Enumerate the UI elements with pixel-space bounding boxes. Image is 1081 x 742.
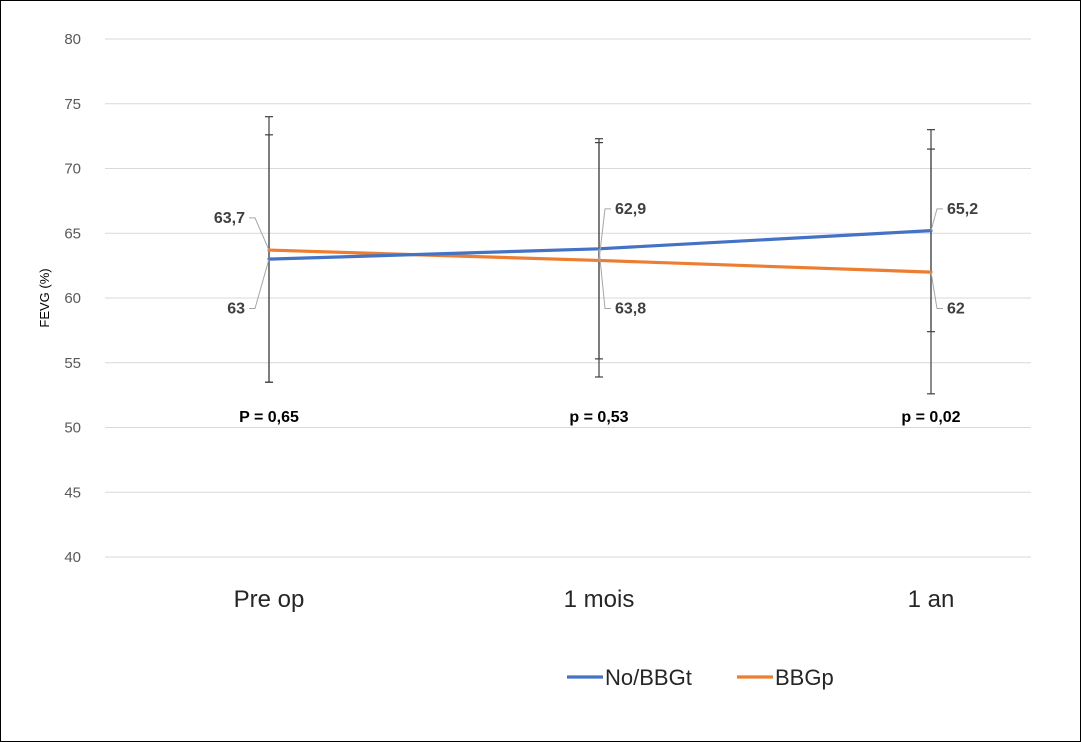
x-axis-ticks: Pre op 1 mois 1 an [234,586,955,613]
y-tick-label: 70 [64,161,81,178]
data-label: 63,7 [214,210,245,227]
label-leader [598,208,611,261]
gridlines [105,38,1031,558]
data-label: 62,9 [615,201,646,218]
x-tick-label: Pre op [234,586,305,613]
y-tick-label: 40 [64,549,81,566]
y-tick-label: 45 [64,484,81,501]
label-leader-lines [249,208,943,310]
p-value-label: p = 0,53 [569,409,628,426]
data-labels: 63 63,8 65,2 63,7 62,9 62 [214,201,978,318]
legend-label: BBGp [775,665,834,690]
x-tick-label: 1 an [908,586,955,613]
p-value-label: P = 0,65 [239,409,299,426]
legend-label: No/BBGt [605,665,692,690]
label-leader [249,259,270,310]
data-label: 62 [947,301,965,318]
y-axis-ticks: 40 45 50 55 60 65 70 75 80 [64,31,81,566]
x-tick-label: 1 mois [564,586,635,613]
y-tick-label: 75 [64,96,81,113]
y-tick-label: 65 [64,225,81,242]
data-label: 65,2 [947,201,978,218]
p-value-annotations: P = 0,65 p = 0,53 p = 0,02 [239,409,961,426]
data-label: 63,8 [615,301,646,318]
label-leader [249,217,270,251]
data-label: 63 [227,301,245,318]
y-tick-label: 60 [64,290,81,307]
label-leader [930,208,943,231]
y-tick-label: 55 [64,355,81,372]
y-tick-label: 50 [64,420,81,437]
p-value-label: p = 0,02 [901,409,960,426]
y-tick-label: 80 [64,31,81,48]
y-axis-label: FEVG (%) [37,268,52,327]
legend: No/BBGt BBGp [567,665,834,690]
label-leader [598,248,611,310]
label-leader [930,272,943,310]
